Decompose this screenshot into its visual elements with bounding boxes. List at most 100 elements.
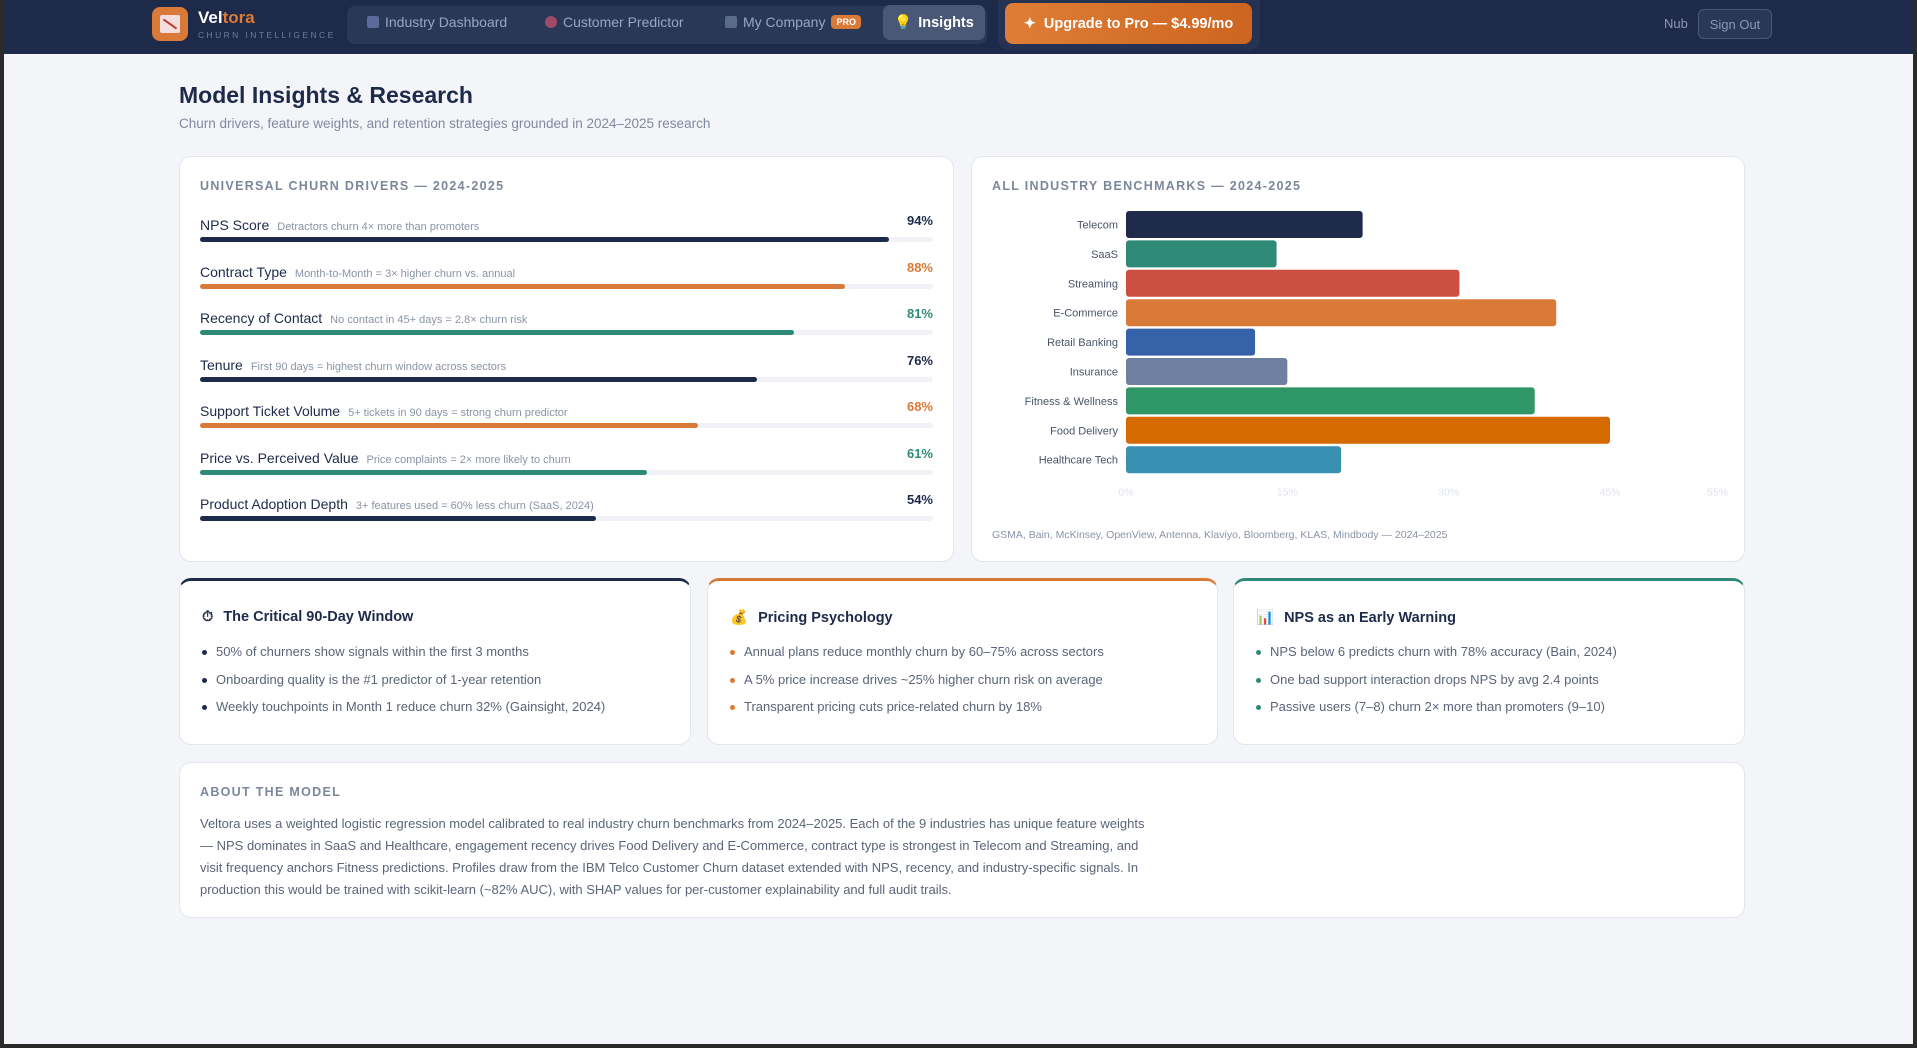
bar [1126, 269, 1460, 297]
category-label: Food Delivery [1050, 425, 1118, 437]
top-nav: Veltora CHURN INTELLIGENCE Industry Dash… [4, 0, 1913, 54]
tab-my-company[interactable]: My Company PRO [725, 14, 861, 30]
card-title: ALL INDUSTRY BENCHMARKS — 2024-2025 [992, 179, 1302, 193]
category-label: Retail Banking [1047, 337, 1118, 349]
tab-customer-predictor[interactable]: Customer Predictor [545, 14, 684, 30]
brand-subtitle: CHURN INTELLIGENCE [198, 30, 336, 40]
list-item: A 5% price increase drives ~25% higher c… [730, 672, 1104, 700]
upgrade-button[interactable]: ✦ Upgrade to Pro — $4.99/mo [1005, 3, 1252, 44]
driver-description: 3+ features used = 60% less churn (SaaS,… [355, 500, 594, 512]
target-icon [545, 16, 557, 28]
nav-tabs [347, 6, 987, 44]
upgrade-label: Upgrade to Pro — $4.99/mo [1043, 15, 1234, 32]
driver-percent: 88% [906, 259, 933, 275]
chart-source-note: GSMA, Bain, McKinsey, OpenView, Antenna,… [992, 529, 1448, 541]
driver-row: Price vs. Perceived Value Price complaint… [200, 446, 933, 496]
user-name: Nub [1664, 16, 1688, 31]
driver-description: No contact in 45+ days = 2.8× churn risk [330, 314, 528, 326]
bar-chart-icon: 📊 [1256, 610, 1275, 626]
insight-list: NPS below 6 predicts churn with 78% accu… [1256, 644, 1617, 727]
category-label: Telecom [1077, 220, 1118, 232]
driver-bar-track [200, 376, 933, 382]
insight-list: Annual plans reduce monthly churn by 60–… [730, 644, 1104, 727]
driver-name: Contract Type Month-to-Month = 3× higher … [200, 263, 516, 280]
tab-industry-dashboard[interactable]: Industry Dashboard [367, 14, 507, 30]
driver-name: Price vs. Perceived Value Price complaint… [200, 449, 571, 466]
bar [1126, 240, 1277, 268]
driver-bar-track [200, 283, 933, 289]
category-label: E-Commerce [1053, 308, 1118, 320]
card-title: ABOUT THE MODEL [200, 785, 342, 799]
page-subtitle: Churn drivers, feature weights, and rete… [179, 116, 711, 131]
bar [1126, 299, 1557, 327]
tab-insights[interactable]: 💡 Insights [883, 5, 985, 40]
driver-description: First 90 days = highest churn window acr… [250, 360, 507, 373]
bar [1126, 416, 1610, 444]
driver-percent: 54% [906, 492, 933, 507]
list-item: NPS below 6 predicts churn with 78% accu… [1256, 644, 1617, 672]
driver-description: Month-to-Month = 3× higher churn vs. ann… [294, 267, 516, 280]
insight-title: 📊 NPS as an Early Warning [1256, 609, 1456, 627]
bullet-icon [730, 677, 735, 683]
bullet-icon [1256, 650, 1261, 655]
list-item: Annual plans reduce monthly churn by 60–… [730, 644, 1104, 672]
x-tick-label: 55% [1707, 487, 1728, 499]
list-item: Onboarding quality is the #1 predictor o… [202, 672, 605, 700]
category-label: Healthcare Tech [1039, 455, 1118, 467]
driver-name: Support Ticket Volume 5+ tickets in 90 da… [200, 403, 568, 419]
bar-chart-icon [367, 16, 379, 28]
driver-name: Tenure First 90 days = highest churn wind… [200, 356, 507, 373]
lightbulb-icon: 💡 [894, 15, 913, 31]
driver-bar-track [200, 516, 933, 521]
bullet-icon [202, 677, 207, 683]
sign-out-button[interactable]: Sign Out [1698, 9, 1772, 39]
driver-percent: 81% [906, 306, 933, 321]
driver-row: Tenure First 90 days = highest churn wind… [200, 353, 933, 403]
driver-bar-track [200, 469, 933, 475]
bar [1126, 446, 1342, 474]
tab-label: Industry Dashboard [385, 14, 508, 30]
driver-row: Support Ticket Volume 5+ tickets in 90 da… [200, 399, 933, 449]
insight-card: 📊 NPS as an Early Warning NPS below 6 pred… [1233, 578, 1745, 745]
driver-bar-fill [200, 283, 846, 289]
logo-icon[interactable] [152, 7, 188, 41]
driver-percent: 94% [906, 213, 933, 228]
driver-percent: 76% [906, 352, 933, 368]
driver-row: NPS Score Detractors churn 4× more than p… [200, 213, 933, 263]
driver-name: NPS Score Detractors churn 4× more than p… [200, 217, 480, 233]
driver-bar-track [200, 237, 933, 242]
bullet-icon [1256, 677, 1261, 683]
x-tick-label: 0% [1118, 487, 1133, 499]
category-label: SaaS [1091, 249, 1118, 261]
bar [1126, 328, 1256, 356]
card-title: UNIVERSAL CHURN DRIVERS — 2024-2025 [200, 179, 505, 193]
tab-label: Customer Predictor [563, 14, 684, 30]
about-model-card: ABOUT THE MODEL Veltora uses a weighted … [179, 762, 1745, 918]
insight-list: 50% of churners show signals within the … [202, 644, 605, 727]
category-label: Insurance [1070, 367, 1118, 379]
x-tick-label: 30% [1438, 487, 1459, 499]
list-item: One bad support interaction drops NPS by… [1256, 672, 1617, 700]
insight-card: 💰 Pricing Psychology Annual plans reduce m… [707, 578, 1218, 745]
stopwatch-icon: ⏱ [202, 609, 214, 625]
driver-name: Recency of Contact No contact in 45+ days… [200, 310, 528, 326]
x-tick-label: 15% [1277, 487, 1298, 499]
pro-badge: PRO [831, 15, 861, 29]
building-icon [725, 16, 737, 28]
list-item: Weekly touchpoints in Month 1 reduce chu… [202, 699, 605, 727]
driver-percent: 61% [906, 445, 933, 461]
category-label: Fitness & Wellness [1025, 396, 1119, 408]
driver-row: Product Adoption Depth 3+ features used =… [200, 492, 933, 542]
driver-row: Contract Type Month-to-Month = 3× higher … [200, 260, 933, 310]
benchmark-bar-chart: Telecom SaaS Streaming E-Commerce Retail Ban… [1025, 211, 1728, 499]
bullet-icon [730, 705, 735, 710]
list-item: Passive users (7–8) churn 2× more than p… [1256, 699, 1617, 727]
driver-bar-fill [200, 237, 890, 242]
industry-benchmarks-card: ALL INDUSTRY BENCHMARKS — 2024-2025 Tele… [971, 156, 1745, 562]
insight-title: ⏱ The Critical 90-Day Window [202, 609, 414, 625]
category-label: Streaming [1068, 278, 1118, 290]
driver-bar-track [200, 330, 933, 335]
sparkle-icon: ✦ [1023, 15, 1036, 32]
driver-description: Price complaints = 2× more likely to chu… [366, 453, 571, 466]
driver-bar-fill [200, 330, 794, 335]
